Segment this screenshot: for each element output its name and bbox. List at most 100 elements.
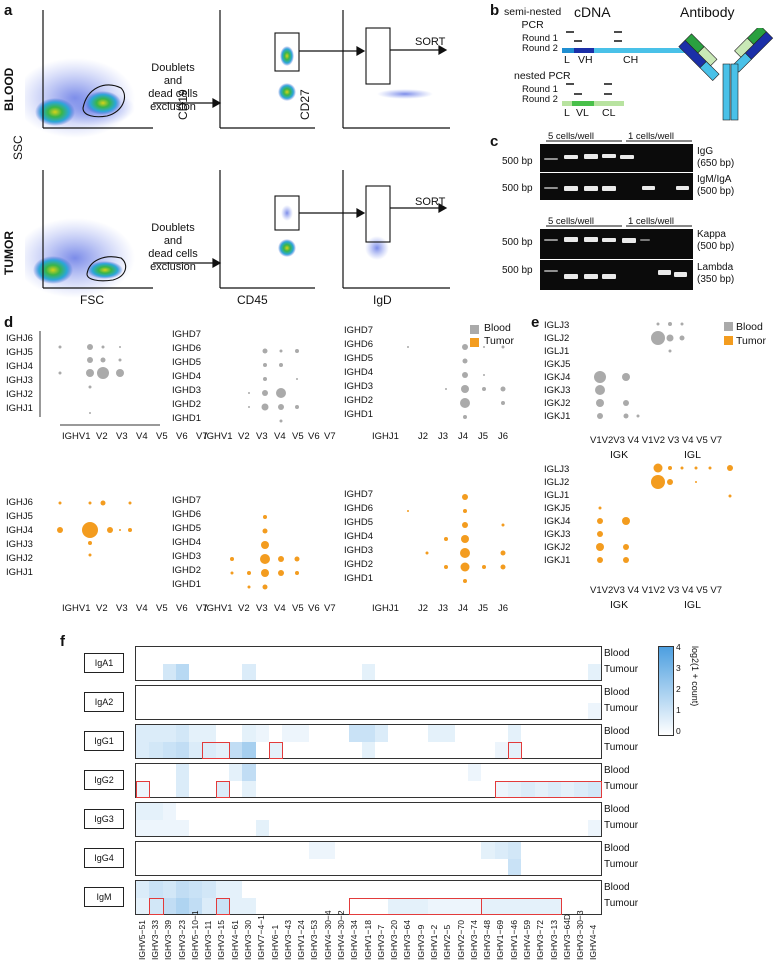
highlight-box	[136, 780, 151, 798]
heatmap-cell	[189, 725, 203, 742]
gel-label-lambda: Lambda (350 bp)	[697, 262, 735, 285]
heatmap-cell	[162, 741, 176, 758]
heatmap-cell	[136, 897, 150, 914]
heatmap-cell	[428, 897, 442, 914]
gene-label: IGHV1−46	[508, 920, 519, 960]
row-label-tumour: Tumour	[604, 703, 639, 714]
heatmap-cell	[401, 897, 415, 914]
panel-e-dotplots: IGLJ3 IGLJ2 IGLJ1 IGKJ5 IGKJ4 IGKJ3 IGKJ2 IGKJ1…	[544, 320, 733, 596]
svg-text:IGHJ4: IGHJ4	[6, 361, 33, 372]
heatmap-strip-igg3	[135, 802, 602, 837]
gene-label: IGHV3−53	[309, 920, 320, 960]
svg-text:IGHD5: IGHD5	[172, 357, 201, 368]
heatmap-cell	[242, 663, 256, 680]
gene-label: IGHV3−48	[482, 920, 493, 960]
heatmap-cell	[547, 897, 562, 914]
heatmap-cell	[587, 702, 601, 719]
facs-tumor-cd19-cd45	[219, 170, 315, 289]
heatmap-cell	[175, 819, 190, 836]
cd45-axis-label: CD45	[237, 293, 268, 307]
svg-text:V4: V4	[136, 603, 148, 614]
heatmap-cell	[348, 725, 362, 742]
svg-text:V5: V5	[292, 431, 304, 442]
heatmap-cell	[521, 780, 535, 797]
panel-e-legend-tumor: Tumor	[736, 335, 766, 347]
gene-label: IGHV3−7	[375, 924, 386, 960]
heatmap-cell	[175, 780, 190, 797]
isotype-label-igg4: IgG4	[84, 848, 124, 868]
dotplot-e-tumor: IGLJ3 IGLJ2 IGLJ1 IGKJ5 IGKJ4 IGKJ3 IGKJ2 IGKJ1…	[544, 463, 733, 596]
svg-text:IGHJ2: IGHJ2	[6, 553, 33, 564]
dotplot-vj-blood: IGHJ6 IGHJ5 IGHJ4 IGHJ3 IGHJ2 IGHJ1 IGHV1 V2 V3…	[6, 331, 208, 442]
heatmap-cell	[189, 897, 203, 914]
facs-plots	[25, 10, 450, 298]
heatmap-cell	[508, 842, 522, 859]
panel-a-letter: a	[4, 2, 13, 19]
dotplot-e-blood: IGLJ3 IGLJ2 IGLJ1 IGKJ5 IGKJ4 IGKJ3 IGKJ2 IGKJ1…	[544, 320, 733, 446]
light-label-cl: CL	[602, 107, 616, 119]
heatmap-cell	[229, 764, 243, 781]
panel-e-letter: e	[531, 314, 540, 331]
colorbar-tick-0: 0	[676, 726, 681, 736]
svg-text:IGHD7: IGHD7	[172, 495, 201, 506]
heatmap-cell	[508, 780, 522, 797]
colorbar	[658, 646, 674, 736]
svg-text:IGHD6: IGHD6	[172, 343, 201, 354]
heatmap-cell	[361, 725, 376, 742]
svg-text:IGHD1: IGHD1	[172, 579, 201, 590]
row-label-tumour: Tumour	[604, 859, 639, 870]
heatmap-cell	[428, 725, 442, 742]
gel-label-igm: IgM/IgA (500 bp)	[697, 174, 735, 197]
heatmap-cell	[242, 764, 256, 781]
row-label-tumor: TUMOR	[2, 231, 16, 275]
heatmap-cell	[547, 780, 562, 797]
svg-text:IGHJ1: IGHJ1	[372, 603, 399, 614]
gel-label-kappa: Kappa (500 bp)	[697, 229, 735, 252]
gene-label: IGHV3−30	[242, 920, 253, 960]
svg-text:IGHD4: IGHD4	[344, 367, 373, 378]
gel-igm-iga	[540, 173, 693, 200]
heatmap-strip-iga2	[135, 685, 602, 720]
one-cell-label-top: 1 cells/well	[628, 131, 674, 142]
svg-text:V3: V3	[256, 431, 268, 442]
svg-text:V1V2V3 V4 V1V2 V3 V4 V5 V7: V1V2V3 V4 V1V2 V3 V4 V5 V7	[590, 435, 722, 446]
svg-text:IGKJ3: IGKJ3	[544, 385, 570, 396]
facs-tumor-cd27-igd	[342, 170, 450, 289]
highlight-box	[268, 741, 284, 759]
svg-text:V2: V2	[96, 431, 108, 442]
colorbar-tick-2: 2	[676, 684, 681, 694]
gel-igg	[540, 144, 693, 172]
facs-blood-cd27-igd	[342, 10, 450, 129]
gene-label: IGHV4−4	[588, 924, 599, 960]
svg-text:IGHD2: IGHD2	[344, 395, 373, 406]
colorbar-tick-3: 3	[676, 663, 681, 673]
svg-text:IGHD3: IGHD3	[172, 551, 201, 562]
heatmap-cell	[468, 764, 482, 781]
panel-f-letter: f	[60, 633, 65, 650]
svg-text:IGHD1: IGHD1	[344, 573, 373, 584]
svg-text:IGHD1: IGHD1	[344, 409, 373, 420]
heatmap-cell	[215, 897, 229, 914]
heatmap-cell	[175, 897, 190, 914]
heatmap-cell	[534, 897, 548, 914]
svg-text:V4: V4	[274, 431, 286, 442]
heatmap-cell	[149, 803, 163, 820]
gel-lambda	[540, 260, 693, 290]
facs-blood-cd19-cd45	[219, 10, 315, 129]
svg-text:V2: V2	[238, 431, 250, 442]
heatmap-cell	[149, 819, 163, 836]
dotplot-vj-tumor: IGHJ6 IGHJ5 IGHJ4 IGHJ3 IGHJ2 IGHJ1 IGHV1 V2 V3…	[6, 497, 208, 614]
gene-label: IGHV4−30−4	[322, 910, 333, 960]
dotplot-dv-blood: IGHD7 IGHD6 IGHD5 IGHD4 IGHD3 IGHD2 IGHD1 IGHV…	[172, 329, 336, 442]
isotype-label-igg2: IgG2	[84, 770, 124, 790]
svg-text:V3: V3	[256, 603, 268, 614]
heavy-label-vh: VH	[578, 54, 593, 66]
heatmap-cell	[242, 780, 256, 797]
heatmap-cell	[494, 741, 508, 758]
svg-text:V1V2V3 V4 V1V2 V3 V4 V5 V7: V1V2V3 V4 V1V2 V3 V4 V5 V7	[590, 585, 722, 596]
heatmap-cell	[494, 897, 508, 914]
heatmap-cell	[388, 897, 402, 914]
row-label-blood: Blood	[604, 843, 630, 854]
heatmap-cell	[242, 741, 256, 758]
heatmap-cell	[295, 725, 309, 742]
